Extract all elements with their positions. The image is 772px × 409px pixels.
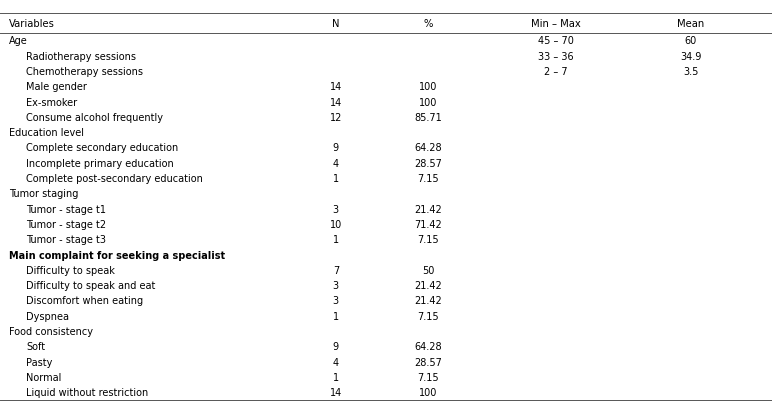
Text: 14: 14 xyxy=(330,387,342,398)
Text: 21.42: 21.42 xyxy=(415,296,442,306)
Text: 7.15: 7.15 xyxy=(418,173,439,184)
Text: 9: 9 xyxy=(333,342,339,352)
Text: 7.15: 7.15 xyxy=(418,235,439,245)
Text: 64.28: 64.28 xyxy=(415,143,442,153)
Text: Food consistency: Food consistency xyxy=(9,326,93,336)
Text: Tumor - stage t2: Tumor - stage t2 xyxy=(26,219,107,229)
Text: 7.15: 7.15 xyxy=(418,372,439,382)
Text: 2 – 7: 2 – 7 xyxy=(544,67,567,77)
Text: Age: Age xyxy=(9,36,28,46)
Text: 7: 7 xyxy=(333,265,339,275)
Text: 34.9: 34.9 xyxy=(680,52,702,61)
Text: Min – Max: Min – Max xyxy=(531,19,581,29)
Text: 33 – 36: 33 – 36 xyxy=(538,52,574,61)
Text: Tumor staging: Tumor staging xyxy=(9,189,79,199)
Text: 14: 14 xyxy=(330,97,342,107)
Text: Discomfort when eating: Discomfort when eating xyxy=(26,296,144,306)
Text: Tumor - stage t1: Tumor - stage t1 xyxy=(26,204,107,214)
Text: Dyspnea: Dyspnea xyxy=(26,311,69,321)
Text: 50: 50 xyxy=(422,265,435,275)
Text: 100: 100 xyxy=(419,387,438,398)
Text: Chemotherapy sessions: Chemotherapy sessions xyxy=(26,67,144,77)
Text: %: % xyxy=(424,19,433,29)
Text: 9: 9 xyxy=(333,143,339,153)
Text: Tumor - stage t3: Tumor - stage t3 xyxy=(26,235,107,245)
Text: 1: 1 xyxy=(333,173,339,184)
Text: 4: 4 xyxy=(333,357,339,367)
Text: 60: 60 xyxy=(685,36,697,46)
Text: Pasty: Pasty xyxy=(26,357,52,367)
Text: Complete post-secondary education: Complete post-secondary education xyxy=(26,173,203,184)
Text: Education level: Education level xyxy=(9,128,84,138)
Text: 21.42: 21.42 xyxy=(415,204,442,214)
Text: 45 – 70: 45 – 70 xyxy=(538,36,574,46)
Text: 4: 4 xyxy=(333,158,339,169)
Text: Difficulty to speak and eat: Difficulty to speak and eat xyxy=(26,281,156,290)
Text: Incomplete primary education: Incomplete primary education xyxy=(26,158,174,169)
Text: 3: 3 xyxy=(333,204,339,214)
Text: 7.15: 7.15 xyxy=(418,311,439,321)
Text: 12: 12 xyxy=(330,112,342,123)
Text: 1: 1 xyxy=(333,311,339,321)
Text: Ex-smoker: Ex-smoker xyxy=(26,97,77,107)
Text: Consume alcohol frequently: Consume alcohol frequently xyxy=(26,112,163,123)
Text: 28.57: 28.57 xyxy=(415,158,442,169)
Text: Mean: Mean xyxy=(677,19,705,29)
Text: 71.42: 71.42 xyxy=(415,219,442,229)
Text: 3.5: 3.5 xyxy=(683,67,699,77)
Text: Radiotherapy sessions: Radiotherapy sessions xyxy=(26,52,136,61)
Text: Soft: Soft xyxy=(26,342,46,352)
Text: Liquid without restriction: Liquid without restriction xyxy=(26,387,148,398)
Text: 28.57: 28.57 xyxy=(415,357,442,367)
Text: 100: 100 xyxy=(419,97,438,107)
Text: 21.42: 21.42 xyxy=(415,281,442,290)
Text: 64.28: 64.28 xyxy=(415,342,442,352)
Text: 1: 1 xyxy=(333,235,339,245)
Text: Difficulty to speak: Difficulty to speak xyxy=(26,265,115,275)
Text: Variables: Variables xyxy=(9,19,55,29)
Text: 14: 14 xyxy=(330,82,342,92)
Text: 85.71: 85.71 xyxy=(415,112,442,123)
Text: Normal: Normal xyxy=(26,372,62,382)
Text: Male gender: Male gender xyxy=(26,82,87,92)
Text: Main complaint for seeking a specialist: Main complaint for seeking a specialist xyxy=(9,250,225,260)
Text: 3: 3 xyxy=(333,296,339,306)
Text: 100: 100 xyxy=(419,82,438,92)
Text: Complete secondary education: Complete secondary education xyxy=(26,143,178,153)
Text: 10: 10 xyxy=(330,219,342,229)
Text: 1: 1 xyxy=(333,372,339,382)
Text: N: N xyxy=(332,19,340,29)
Text: 3: 3 xyxy=(333,281,339,290)
